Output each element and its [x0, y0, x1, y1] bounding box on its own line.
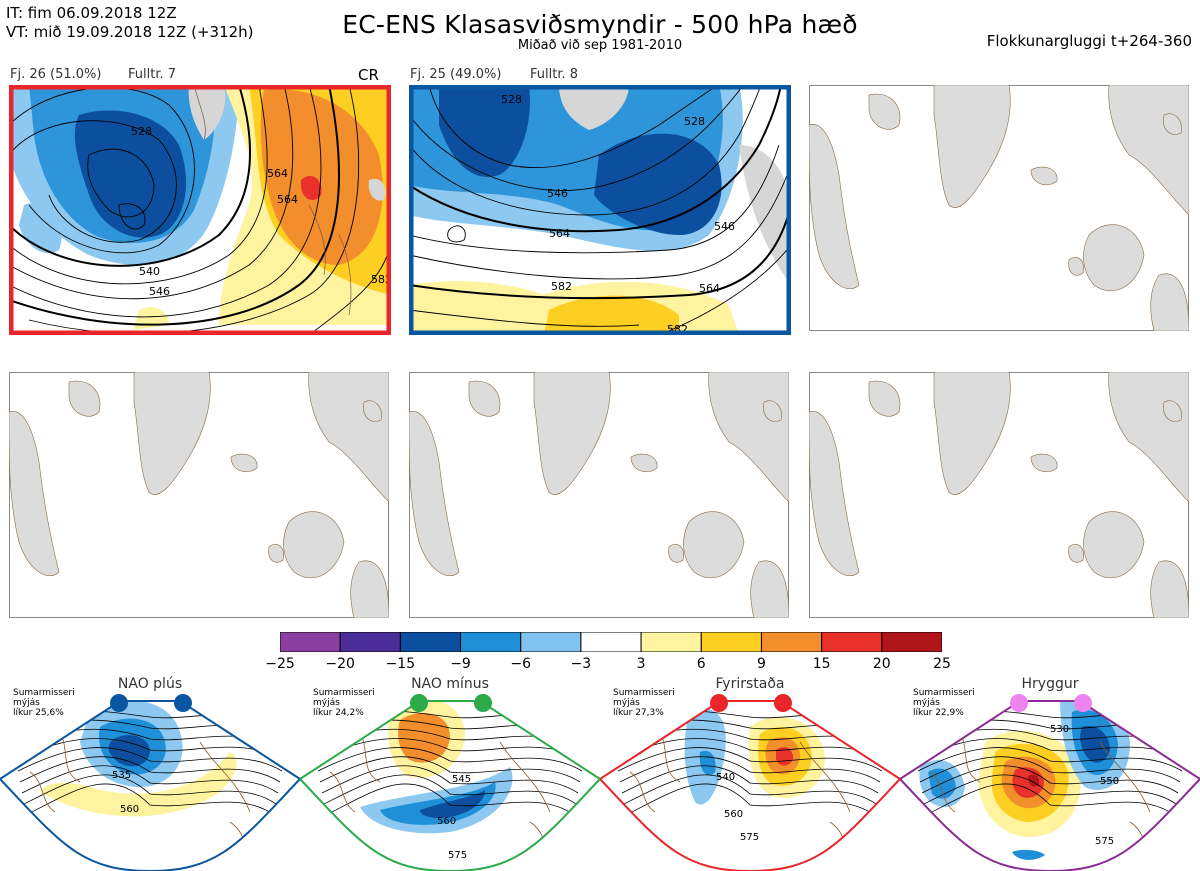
regime-title: NAO mínus	[411, 676, 489, 692]
cluster-1-rep: Fulltr. 7	[128, 67, 177, 82]
regime-dot	[110, 694, 128, 712]
regime-title: Fyrirstaða	[715, 676, 785, 692]
empty-map-panel-1	[809, 85, 1189, 331]
colorbar-tick-label: −20	[325, 656, 355, 672]
colorbar-tick-label: −6	[510, 656, 532, 672]
contour-label: 564	[699, 282, 720, 295]
contour-label: 540	[139, 265, 160, 278]
regime-contour-label: 560	[724, 809, 743, 820]
regime-contour-label: 575	[740, 832, 759, 843]
colorbar-tick-label: −3	[570, 656, 592, 672]
colorbar-tick-label: 3	[636, 656, 646, 672]
cluster-1-count: Fj. 26 (51.0%)	[10, 67, 102, 82]
anomaly-colorbar	[279, 631, 943, 653]
classification-window: Flokkunargluggi t+264-360	[986, 32, 1192, 50]
empty-map-panel-4	[809, 372, 1189, 618]
colorbar-segment	[881, 631, 943, 653]
contour-label: 546	[149, 285, 170, 298]
regime-title: NAO plús	[117, 676, 183, 692]
colorbar-tick-label: 6	[696, 656, 706, 672]
regime-contour-label: 560	[437, 816, 456, 827]
regime-note: Sumarmisseri mýjás líkur 27,3%	[613, 688, 675, 718]
cluster-1-regime: CR	[358, 66, 379, 84]
regime-panel-2[interactable]: 545 560 575 NAO mínus Sumarmisseri mýjás lík…	[300, 672, 600, 871]
contour-label: 546	[714, 220, 735, 233]
empty-map-panel-2	[9, 372, 389, 618]
colorbar-segment	[580, 631, 642, 653]
regime-panel-4[interactable]: 530 550 575 Hryggur Sumarmisseri mýjás líkur…	[900, 672, 1200, 871]
contour-label: 528	[131, 125, 152, 138]
colorbar-tick-label: 15	[812, 656, 831, 672]
regime-dot	[474, 694, 492, 712]
regime-contour-label: 530	[1050, 724, 1069, 735]
regime-dot	[410, 694, 428, 712]
regime-contour-label: 550	[1100, 776, 1119, 787]
colorbar-segment	[700, 631, 762, 653]
regime-dot	[174, 694, 192, 712]
page-title: EC-ENS Klasasviðsmyndir - 500 hPa hæð	[342, 10, 858, 39]
cluster-2-border	[409, 85, 791, 335]
regime-contour-label: 540	[716, 772, 735, 783]
contour-label: 546	[547, 187, 568, 200]
colorbar-segment	[279, 631, 341, 653]
init-time: IT: fim 06.09.2018 12Z	[6, 4, 177, 22]
colorbar-tick-label: 20	[872, 656, 891, 672]
valid-time: VT: mið 19.09.2018 12Z (+312h)	[6, 23, 254, 41]
regime-dot	[710, 694, 728, 712]
colorbar-segment	[760, 631, 823, 653]
regime-note: Sumarmisseri mýjás líkur 25,6%	[13, 688, 75, 718]
colorbar-segment	[399, 631, 462, 653]
regime-title: Hryggur	[1021, 676, 1079, 692]
regime-contour-label: 535	[112, 770, 131, 781]
colorbar-tick-label: −9	[450, 656, 471, 672]
regime-note: Sumarmisseri mýjás líkur 22,9%	[913, 688, 975, 718]
contour-label: 564	[549, 227, 570, 240]
regime-dot	[1010, 694, 1028, 712]
regime-note: Sumarmisseri mýjás líkur 24,2%	[313, 688, 375, 718]
contour-label: 564	[277, 193, 298, 206]
regime-contour-label: 575	[1095, 836, 1114, 847]
colorbar-segment	[640, 631, 702, 653]
empty-map-panel-3	[409, 372, 789, 618]
cluster-1-border	[9, 85, 391, 335]
contour-label: 528	[501, 93, 522, 106]
regime-panel-1[interactable]: 535 560 NAO plús Sumarmisseri mýjás líkur 2…	[0, 672, 300, 871]
regime-contour-label: 545	[452, 774, 471, 785]
colorbar-segment	[460, 631, 522, 653]
regime-dot	[1074, 694, 1092, 712]
colorbar-tick-label: −15	[385, 656, 416, 672]
colorbar-segment	[520, 631, 582, 653]
colorbar-tick-label: −25	[265, 656, 295, 672]
cluster-1-map[interactable]: 528 540 564 546 564 582	[9, 85, 391, 335]
cluster-2-map[interactable]: 528 528 546 564 546 582 564 582	[409, 85, 791, 335]
colorbar-segment	[339, 631, 401, 653]
contour-label: 582	[551, 280, 572, 293]
contour-label: 528	[684, 115, 705, 128]
colorbar-tick-label: 25	[933, 656, 951, 672]
colorbar-segment	[821, 631, 883, 653]
page-subtitle: Miðað við sep 1981-2010	[517, 38, 683, 53]
regime-contour-label: 560	[120, 804, 139, 815]
cluster-2-rep: Fulltr. 8	[530, 67, 579, 82]
regime-panel-3[interactable]: 540 560 575 Fyrirstaða Sumarmisseri mýjás lí…	[600, 672, 900, 871]
contour-label: 564	[267, 167, 288, 180]
contour-label: 582	[371, 273, 391, 286]
colorbar-tick-label: 9	[756, 656, 766, 672]
cluster-2-count: Fj. 25 (49.0%)	[410, 67, 502, 82]
regime-contour-label: 575	[448, 850, 467, 861]
header-times: IT: fim 06.09.2018 12Z VT: mið 19.09.201…	[6, 4, 254, 42]
regime-dot	[774, 694, 792, 712]
